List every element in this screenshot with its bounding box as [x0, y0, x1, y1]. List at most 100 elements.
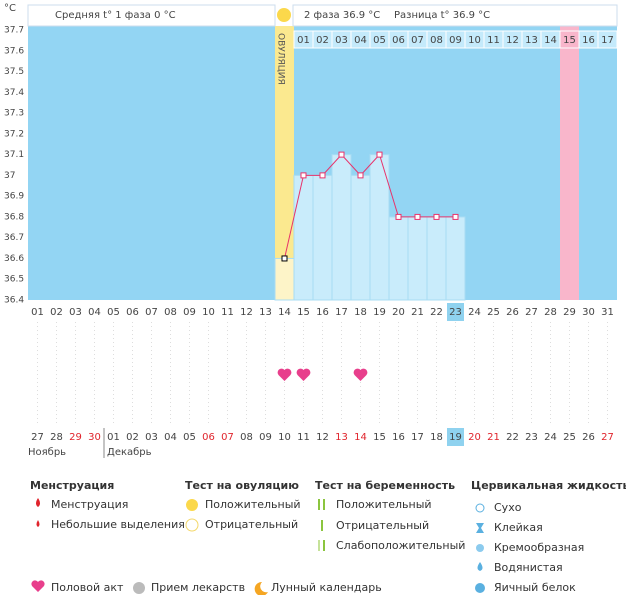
- legend-item: Менструация: [51, 498, 128, 511]
- x-tick-label: 07: [145, 307, 158, 318]
- ovulation-icon: [277, 8, 291, 22]
- phase2: 2 фаза 36.9 °C: [304, 10, 380, 21]
- date-label: 17: [411, 432, 424, 443]
- x-tick-label: 22: [430, 307, 443, 318]
- heart: [296, 368, 311, 381]
- icon: [477, 562, 483, 571]
- temp-point: [357, 172, 364, 179]
- x-tick-label: 18: [354, 307, 367, 318]
- cycle-day: 17: [601, 35, 614, 46]
- phase1: Средняя t° 1 фаза 0 °C: [55, 10, 176, 21]
- date-label: 24: [544, 432, 557, 443]
- cycle-day: 01: [297, 35, 310, 46]
- x-tick-label: 26: [506, 307, 519, 318]
- legend-item: Сухо: [494, 501, 522, 514]
- date-label: 02: [126, 432, 139, 443]
- column-fill: [350, 174, 371, 301]
- y-tick-label: 36.6: [4, 254, 24, 264]
- x-tick-label: 05: [107, 307, 120, 318]
- x-tick-label: 15: [297, 307, 310, 318]
- icon: [185, 518, 199, 532]
- date-label: 22: [506, 432, 519, 443]
- x-tick-label: 29: [563, 307, 576, 318]
- icon: [323, 540, 325, 551]
- selected-cell: [447, 303, 464, 321]
- y-tick-label: 36.8: [4, 212, 24, 222]
- x-tick-label: 23: [449, 307, 462, 318]
- date-label: 25: [563, 432, 576, 443]
- date-label: 21: [487, 432, 500, 443]
- month: Ноябрь: [28, 447, 66, 458]
- x-tick-label: 10: [202, 307, 215, 318]
- icon: [36, 498, 40, 507]
- date-label: 13: [335, 432, 348, 443]
- cycle-day: 13: [525, 35, 538, 46]
- date-label: 29: [69, 432, 82, 443]
- legend-title: Тест на беременность: [315, 479, 455, 492]
- legend-item: Лунный календарь: [271, 581, 382, 594]
- cycle-day: 09: [449, 35, 462, 46]
- y-tick-label: 37.7: [4, 26, 24, 36]
- ovulation-label: ОВУЛЯЦИЯ: [276, 33, 286, 85]
- y-tick-label: 37.3: [4, 109, 24, 119]
- date-label: 09: [259, 432, 272, 443]
- legend-title: Менструация: [30, 479, 114, 492]
- date-label: 08: [240, 432, 253, 443]
- column-fill: [312, 174, 333, 301]
- x-tick-label: 25: [487, 307, 500, 318]
- legend-title: Тест на овуляцию: [185, 479, 299, 492]
- column-fill: [293, 174, 314, 301]
- x-tick-label: 11: [221, 307, 234, 318]
- legend-title: Цервикальная жидкость: [471, 479, 626, 492]
- temp-point: [319, 172, 326, 179]
- icon: [318, 540, 320, 551]
- date-label: 01: [107, 432, 120, 443]
- y-tick-label: 36.4: [4, 296, 24, 306]
- x-tick-label: 17: [335, 307, 348, 318]
- heart: [277, 368, 292, 381]
- date-label: 23: [525, 432, 538, 443]
- temp-point: [338, 151, 345, 158]
- y-tick-label: 37.2: [4, 129, 24, 139]
- icon: [254, 581, 268, 596]
- column-fill: [407, 216, 428, 301]
- cycle-day: 15: [563, 35, 576, 46]
- x-tick-label: 06: [126, 307, 139, 318]
- icon: [475, 583, 485, 593]
- temp-point: [452, 213, 459, 220]
- y-tick-label: 36.5: [4, 275, 24, 285]
- date-label: 06: [202, 432, 215, 443]
- icon: [31, 580, 45, 592]
- heart: [353, 368, 368, 381]
- y-tick-label: 37.5: [4, 67, 24, 77]
- column-fill: [426, 216, 447, 301]
- difference: Разница t° 36.9 °C: [394, 10, 490, 21]
- icon: [36, 520, 40, 527]
- temp-line: [284, 153, 456, 259]
- column-fill: [388, 216, 409, 301]
- cycle-day: 03: [335, 35, 348, 46]
- legend-item: Прием лекарств: [151, 581, 245, 594]
- column-fill: [274, 257, 295, 301]
- icon: [321, 520, 323, 531]
- x-tick-label: 16: [316, 307, 329, 318]
- x-tick-label: 02: [50, 307, 63, 318]
- column-highlight: [275, 26, 294, 300]
- date-label: 12: [316, 432, 329, 443]
- x-tick-label: 13: [259, 307, 272, 318]
- icon: [476, 544, 484, 552]
- legend-item: Положительный: [336, 498, 432, 511]
- cycle-day: 08: [430, 35, 443, 46]
- icon: [476, 523, 484, 533]
- phase2-box: [292, 4, 618, 27]
- x-tick-label: 30: [582, 307, 595, 318]
- unit: °C: [4, 3, 16, 14]
- date-label: 20: [468, 432, 481, 443]
- date-label: 26: [582, 432, 595, 443]
- x-tick-label: 12: [240, 307, 253, 318]
- date-label: 04: [164, 432, 177, 443]
- phase1-box: [27, 4, 276, 27]
- date-label: 27: [31, 432, 44, 443]
- legend: Менструация Менструация Небольшие выделе…: [30, 479, 626, 596]
